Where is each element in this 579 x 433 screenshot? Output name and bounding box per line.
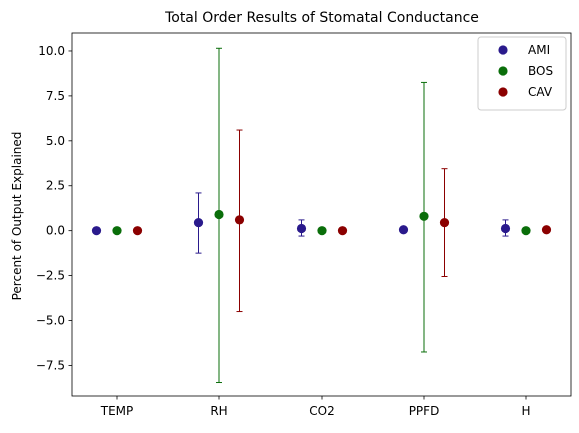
x-tick-label: CO2 (309, 404, 334, 418)
legend-marker (498, 87, 508, 97)
data-point (541, 225, 552, 235)
x-tick-label: H (521, 404, 530, 418)
chart-title: Total Order Results of Stomatal Conducta… (164, 10, 479, 26)
data-point (112, 226, 122, 236)
axes-frame (71, 32, 572, 397)
data-point (91, 226, 102, 236)
y-tick-label: 7.5 (46, 89, 65, 103)
y-axis-label: Percent of Output Explained (10, 132, 24, 301)
series-bos (112, 47, 531, 384)
data-point (500, 223, 511, 234)
data-point (214, 209, 224, 220)
y-tick-label: −2.5 (36, 269, 65, 283)
x-tick-label: PPFD (409, 404, 440, 418)
y-tick-label: −7.5 (36, 358, 65, 372)
legend-label: CAV (528, 85, 553, 99)
x-tick-label: TEMP (100, 404, 134, 418)
data-point (398, 225, 409, 235)
data-point (234, 215, 245, 225)
legend: AMI BOS CAV (477, 36, 567, 111)
legend-marker (498, 66, 508, 76)
data-point (521, 226, 531, 236)
y-tick-label: 5.0 (46, 134, 65, 148)
data-point (337, 226, 348, 236)
series-cav (132, 129, 552, 313)
y-tick-label: 0.0 (46, 224, 65, 238)
data-point (132, 226, 143, 236)
data-point (317, 226, 327, 236)
legend-label: BOS (528, 64, 553, 78)
plot-area: −7.5 −5.0 −2.5 0.0 2.5 5.0 7.5 10.0 TEMP RH CO2 PPF… (36, 32, 572, 418)
data-point (296, 223, 307, 234)
x-tick-label: RH (210, 404, 227, 418)
y-tick-label: 2.5 (46, 179, 65, 193)
y-tick-label: −5.0 (36, 314, 65, 328)
data-point (439, 217, 450, 228)
data-point (419, 211, 429, 221)
y-tick-label: 10.0 (38, 44, 65, 58)
legend-label: AMI (528, 43, 550, 57)
legend-marker (498, 45, 508, 55)
data-point (193, 217, 204, 228)
series-ami (91, 192, 511, 254)
